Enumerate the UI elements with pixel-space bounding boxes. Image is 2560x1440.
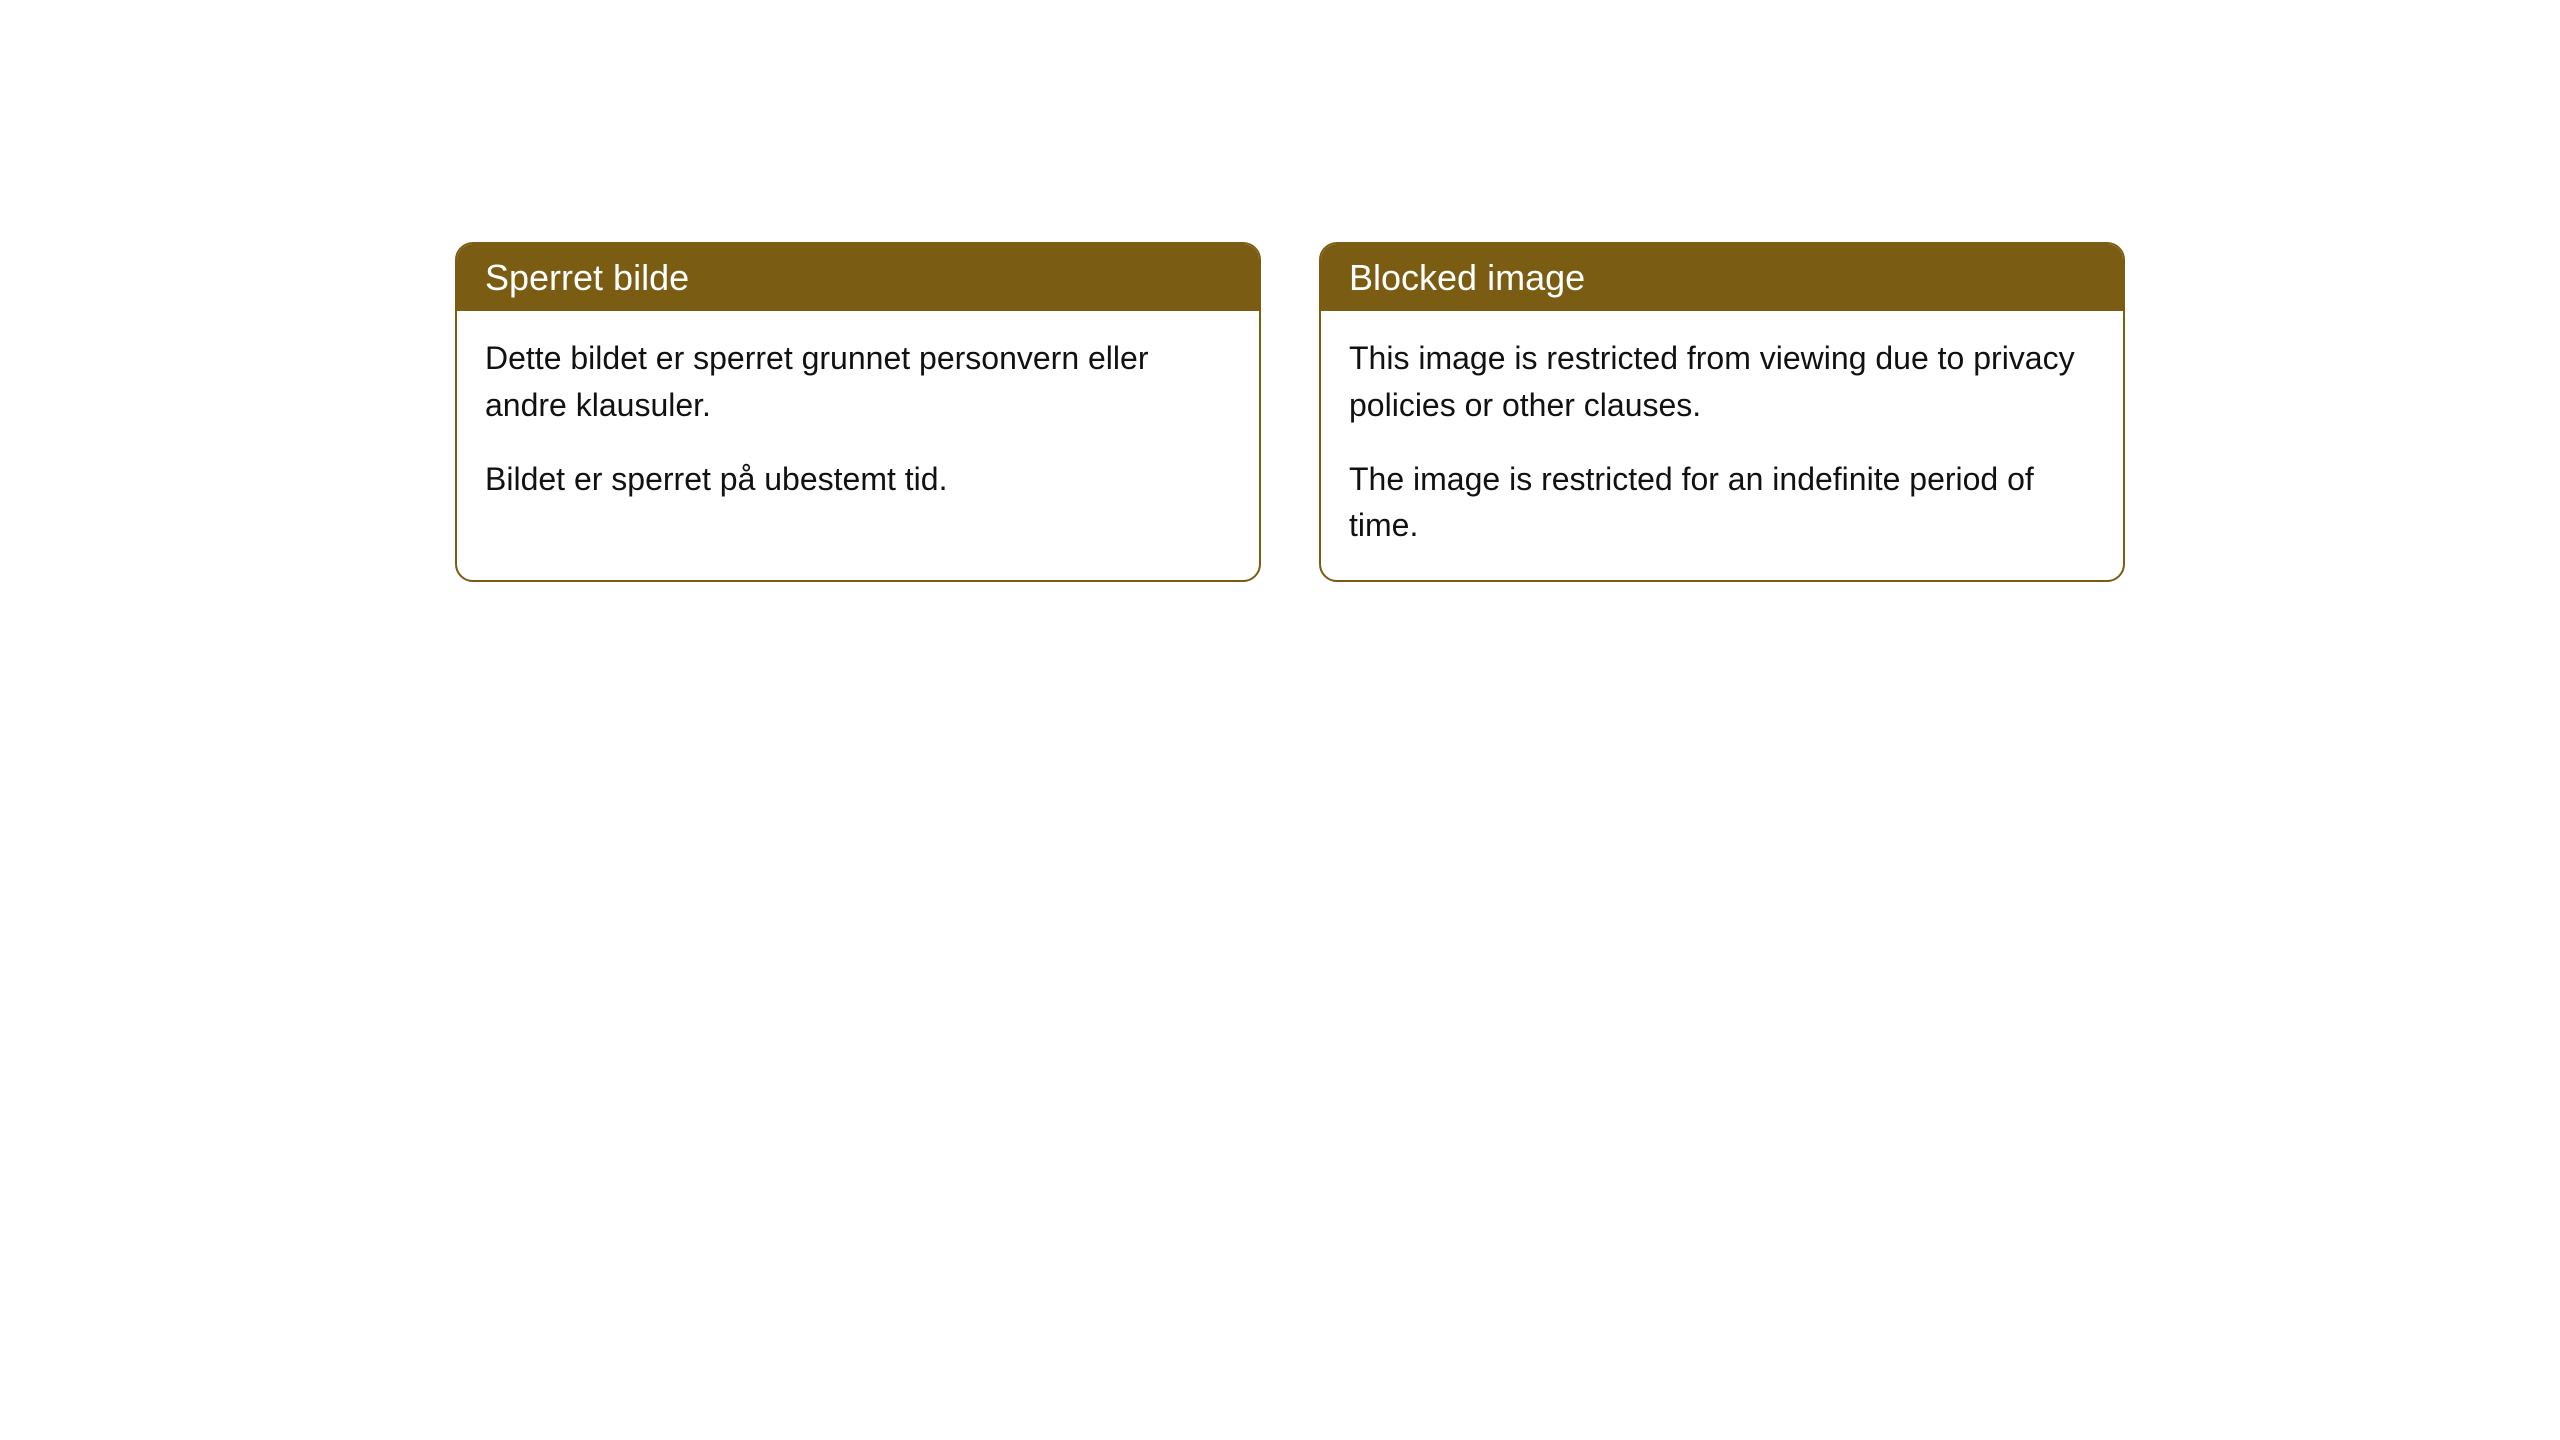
card-paragraph-2-norwegian: Bildet er sperret på ubestemt tid. — [485, 456, 1231, 502]
notice-cards-container: Sperret bilde Dette bildet er sperret gr… — [0, 0, 2560, 582]
card-paragraph-1-norwegian: Dette bildet er sperret grunnet personve… — [485, 335, 1231, 428]
card-body-english: This image is restricted from viewing du… — [1321, 311, 2123, 582]
card-body-norwegian: Dette bildet er sperret grunnet personve… — [457, 311, 1259, 550]
blocked-image-card-norwegian: Sperret bilde Dette bildet er sperret gr… — [455, 242, 1261, 582]
card-title-english: Blocked image — [1321, 244, 2123, 311]
card-paragraph-1-english: This image is restricted from viewing du… — [1349, 335, 2095, 428]
card-title-norwegian: Sperret bilde — [457, 244, 1259, 311]
blocked-image-card-english: Blocked image This image is restricted f… — [1319, 242, 2125, 582]
card-paragraph-2-english: The image is restricted for an indefinit… — [1349, 456, 2095, 549]
